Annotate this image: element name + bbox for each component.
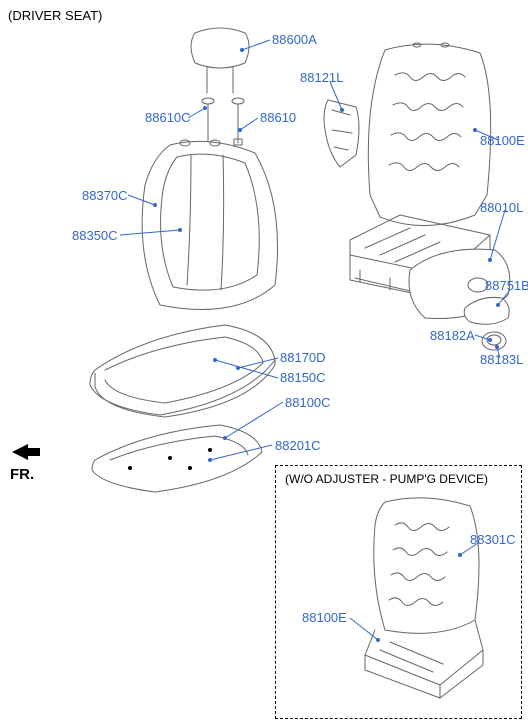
label-88100C: 88100C xyxy=(285,395,331,410)
label-88350C: 88350C xyxy=(72,228,118,243)
label-88600A: 88600A xyxy=(272,32,317,47)
label-88201C: 88201C xyxy=(275,438,321,453)
label-88121L: 88121L xyxy=(300,70,343,85)
fr-label: FR. xyxy=(10,466,34,483)
label-88182A: 88182A xyxy=(430,328,475,343)
label-88610: 88610 xyxy=(260,110,296,125)
inset-frame-sketch xyxy=(345,490,495,700)
label-88751B: 88751B xyxy=(485,278,528,293)
seat-cushion-cover-sketch xyxy=(75,315,285,425)
label-88370C: 88370C xyxy=(82,188,128,203)
label-88100E-inset: 88100E xyxy=(302,610,347,625)
recline-knob-sketch xyxy=(460,290,515,330)
inset-title: (W/O ADJUSTER - PUMP'G DEVICE) xyxy=(285,472,488,486)
headrest-sketch xyxy=(175,25,265,95)
label-88301C: 88301C xyxy=(470,532,516,547)
label-88183L: 88183L xyxy=(480,352,523,367)
seatback-cover-sketch xyxy=(115,135,295,325)
label-88010L: 88010L xyxy=(480,200,523,215)
label-88170D: 88170D xyxy=(280,350,326,365)
label-88100E: 88100E xyxy=(480,133,525,148)
label-88150C: 88150C xyxy=(280,370,326,385)
diagram-title: (DRIVER SEAT) xyxy=(8,8,102,23)
cushion-pan-sketch xyxy=(80,420,270,500)
label-88610C: 88610C xyxy=(145,110,191,125)
